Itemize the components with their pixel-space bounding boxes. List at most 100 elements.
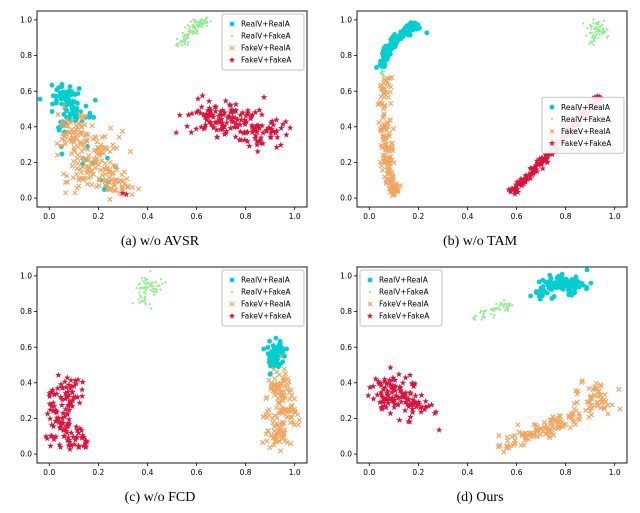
legend-item-fakev-reala: FakeV+RealA [229,44,291,53]
legend-label: FakeV+RealA [379,300,429,309]
subplot-d: 0.0 0.0 0.2 0.2 0.4 0.4 0.6 0.6 0.8 0.8 1.0 1.0 Real… [320,256,640,513]
x-tick-label: 0.8 [560,212,572,221]
legend-label: RealV+FakeA [561,115,611,124]
scatter-plot-d: 0.0 0.0 0.2 0.2 0.4 0.4 0.6 0.6 0.8 0.8 1.0 1.0 Real… [340,266,628,477]
series-realv-reala [37,81,118,192]
y-tick-label: 0.8 [20,51,32,60]
x-tick-label: 0.0 [43,212,55,221]
legend-box [359,269,443,327]
series-fakev-reala [54,103,142,203]
y-tick-label: 0.0 [20,450,32,459]
caption-d: (d) Ours [456,490,504,505]
series-fakev-reala [260,353,302,454]
x-tick-label: 0.6 [191,468,203,477]
x-tick-label: 0.4 [461,212,473,221]
y-tick-label: 1.0 [340,272,352,281]
legend-label: RealV+FakeA [241,288,291,297]
x-tick-label: 0.0 [43,468,55,477]
x-tick-label: 0.6 [511,212,523,221]
legend-label: FakeV+RealA [241,300,291,309]
axis-ticks: 0.0 0.0 0.2 0.2 0.4 0.4 0.6 0.6 0.8 0.8 1.0 1.0 [20,16,301,221]
x-tick-label: 0.6 [191,212,203,221]
legend: RealV+RealA RealV+FakeA FakeV+RealA FakeV+F… [541,96,625,154]
legend-item-fakev-fakea: FakeV+FakeA [366,312,430,321]
legend-label: RealV+RealA [561,103,611,112]
x-tick-label: 0.4 [141,212,153,221]
y-tick-label: 0.8 [20,307,32,316]
scatter-plot-a: 0.0 0.0 0.2 0.2 0.4 0.4 0.6 0.6 0.8 0.8 1.0 1.0 Real… [20,10,308,221]
axis-ticks: 0.0 0.0 0.2 0.2 0.4 0.4 0.6 0.6 0.8 0.8 1.0 1.0 [340,272,621,477]
legend: RealV+RealA RealV+FakeA FakeV+RealA FakeV+F… [221,269,305,327]
subplot-c: 0.0 0.0 0.2 0.2 0.4 0.4 0.6 0.6 0.8 0.8 1.0 1.0 Real… [0,256,320,513]
legend-item-realv-fakea: RealV+FakeA [368,288,429,297]
series-fakev-fakea [42,371,91,453]
series-realv-fakea [175,16,212,48]
series-realv-reala [374,20,430,70]
caption-c: (c) w/o FCD [124,490,196,505]
subplot-b: 0.0 0.0 0.2 0.2 0.4 0.4 0.6 0.6 0.8 0.8 1.0 1.0 Real… [320,0,640,256]
legend-label: FakeV+FakeA [379,312,430,321]
legend-label: RealV+RealA [241,20,291,29]
series-realv-reala [528,267,594,302]
y-tick-label: 0.0 [20,194,32,203]
x-tick-label: 0.2 [92,212,104,221]
caption-a: (a) w/o AVSR [120,234,200,249]
legend-label: FakeV+RealA [561,127,611,136]
y-tick-label: 1.0 [340,16,352,25]
x-tick-label: 0.6 [511,468,523,477]
axis-ticks: 0.0 0.0 0.2 0.2 0.4 0.4 0.6 0.6 0.8 0.8 1.0 1.0 [20,272,301,477]
y-tick-label: 0.2 [340,158,352,167]
legend-item-fakev-reala: FakeV+RealA [367,300,429,309]
legend-label: RealV+RealA [379,276,429,285]
legend-label: FakeV+FakeA [241,312,292,321]
y-tick-label: 0.2 [20,414,32,423]
y-tick-label: 0.8 [340,307,352,316]
y-tick-label: 0.2 [340,414,352,423]
y-tick-label: 0.6 [340,343,352,352]
x-tick-label: 0.2 [92,468,104,477]
legend-label: RealV+RealA [241,276,291,285]
legend-label: RealV+FakeA [379,288,429,297]
y-tick-label: 0.0 [340,194,352,203]
legend-box [541,96,625,154]
legend-label: RealV+FakeA [241,32,291,41]
y-tick-label: 0.8 [340,51,352,60]
series-realv-fakea [472,299,514,321]
y-tick-label: 0.4 [20,122,32,131]
legend-item-fakev-fakea: FakeV+FakeA [548,139,612,148]
series-realv-fakea [379,18,610,78]
legend-item-fakev-fakea: FakeV+FakeA [228,56,292,65]
series-fakev-fakea [365,364,443,433]
series-fakev-fakea [119,92,294,198]
series-realv-reala [261,335,289,377]
y-tick-label: 1.0 [20,272,32,281]
legend-label: FakeV+FakeA [241,56,292,65]
legend-item-realv-fakea: RealV+FakeA [550,115,611,124]
legend-item-realv-reala: RealV+RealA [229,20,291,29]
x-tick-label: 0.8 [240,468,252,477]
y-tick-label: 0.4 [340,378,352,387]
caption-b: (b) w/o TAM [442,234,518,249]
y-tick-label: 0.6 [340,87,352,96]
x-tick-label: 1.0 [609,468,621,477]
series-fakev-reala [495,378,623,455]
legend-item-realv-reala: RealV+RealA [367,276,429,285]
x-tick-label: 1.0 [609,212,621,221]
legend-item-realv-fakea: RealV+FakeA [230,288,291,297]
x-tick-label: 0.2 [412,212,424,221]
y-tick-label: 0.4 [340,122,352,131]
legend-box [221,13,305,71]
x-tick-label: 0.4 [461,468,473,477]
legend-item-fakev-fakea: FakeV+FakeA [228,312,292,321]
series-fakev-reala [375,74,403,198]
x-tick-label: 0.0 [363,212,375,221]
series-realv-fakea [131,269,167,310]
x-tick-label: 0.2 [412,468,424,477]
x-tick-label: 0.8 [240,212,252,221]
y-tick-label: 0.4 [20,378,32,387]
x-tick-label: 0.0 [363,468,375,477]
legend: RealV+RealA RealV+FakeA FakeV+RealA FakeV+F… [221,13,305,71]
x-tick-label: 0.8 [560,468,572,477]
axis-ticks: 0.0 0.0 0.2 0.2 0.4 0.4 0.6 0.6 0.8 0.8 1.0 1.0 [340,16,621,221]
